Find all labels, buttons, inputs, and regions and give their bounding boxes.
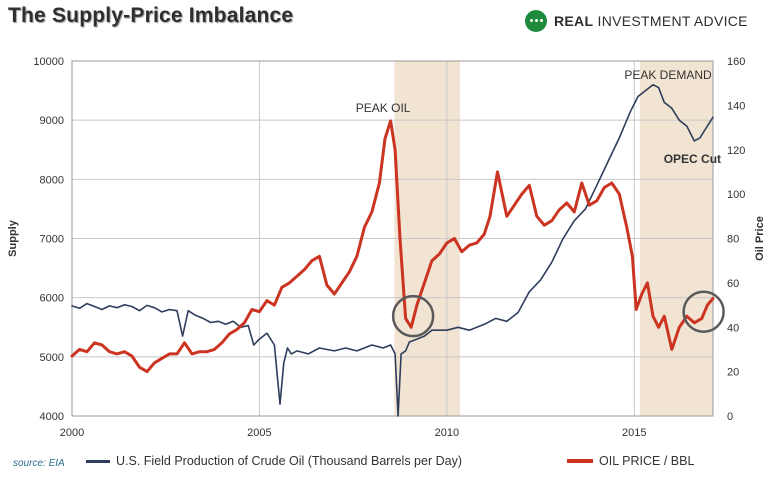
y-right-tick-label: 80	[727, 234, 739, 246]
annotation-2: OPEC Cut	[664, 152, 721, 166]
annotation-0: PEAK OIL	[356, 101, 411, 115]
x-tick-label: 2010	[435, 427, 459, 439]
highlight-circle-1	[682, 290, 725, 333]
plot-frame	[71, 60, 714, 417]
series-line-oil-price	[70, 119, 715, 374]
series-line-supply	[71, 83, 714, 417]
y-right-tick-label: 0	[727, 411, 733, 423]
y-right-tick-label: 100	[727, 189, 745, 201]
y-left-tick-label: 6000	[40, 293, 64, 305]
brand-logo-block: REAL INVESTMENT ADVICE	[525, 10, 748, 32]
y-right-tick-label: 40	[727, 322, 739, 334]
y-left-tick-label: 7000	[40, 234, 64, 246]
x-tick-label: 2005	[247, 427, 271, 439]
source-note: source: EIA	[13, 458, 65, 469]
y-right-tick-label: 60	[727, 278, 739, 290]
x-tick-label: 2015	[622, 427, 646, 439]
highlight-circle-0	[391, 294, 435, 338]
y-right-tick-label: 160	[727, 56, 745, 68]
legend-supply-swatch	[86, 459, 110, 463]
legend-price: OIL PRICE / BBL	[567, 454, 694, 468]
brand-logo-icon	[525, 10, 547, 32]
annotation-1: PEAK DEMAND	[624, 68, 712, 82]
legend-supply: U.S. Field Production of Crude Oil (Thou…	[86, 454, 462, 468]
y-left-tick-label: 4000	[40, 411, 64, 423]
y-right-axis-label: Oil Price	[754, 216, 766, 261]
y-left-tick-label: 5000	[40, 352, 64, 364]
legend-price-label: OIL PRICE / BBL	[599, 454, 695, 468]
legend-supply-label: U.S. Field Production of Crude Oil (Thou…	[116, 454, 462, 468]
y-right-tick-label: 120	[727, 145, 745, 157]
y-left-tick-label: 9000	[40, 115, 64, 127]
y-left-tick-label: 10000	[33, 56, 64, 68]
y-right-tick-label: 20	[727, 367, 739, 379]
y-left-axis-label: Supply	[7, 219, 19, 257]
y-left-tick-label: 8000	[40, 174, 64, 186]
y-right-tick-label: 140	[727, 100, 745, 112]
brand-name: REAL INVESTMENT ADVICE	[554, 13, 748, 29]
chart-title: The Supply-Price Imbalance	[8, 4, 294, 27]
x-tick-label: 2000	[60, 427, 84, 439]
legend-price-swatch	[567, 459, 593, 463]
